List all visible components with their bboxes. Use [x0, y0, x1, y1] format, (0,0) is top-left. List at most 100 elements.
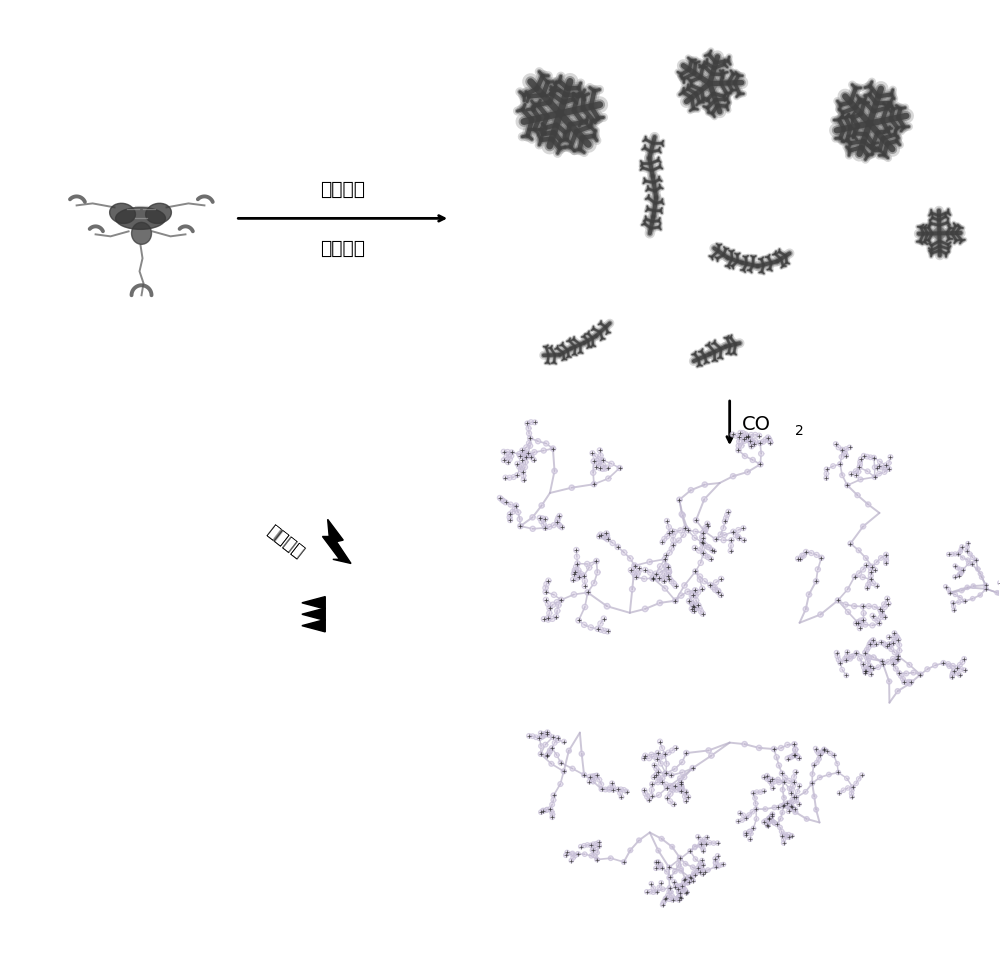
Circle shape	[610, 462, 613, 466]
Circle shape	[960, 546, 963, 549]
Circle shape	[850, 792, 853, 795]
Circle shape	[562, 770, 565, 773]
Circle shape	[766, 436, 770, 440]
Circle shape	[787, 836, 791, 839]
Circle shape	[859, 619, 862, 622]
Circle shape	[706, 556, 710, 559]
Circle shape	[566, 851, 569, 854]
Circle shape	[791, 806, 794, 809]
Circle shape	[648, 890, 652, 893]
Circle shape	[564, 854, 567, 857]
Circle shape	[543, 733, 546, 736]
Circle shape	[947, 588, 950, 591]
Circle shape	[792, 795, 795, 799]
Circle shape	[701, 541, 705, 545]
Circle shape	[644, 792, 647, 796]
Circle shape	[748, 830, 751, 833]
Circle shape	[979, 573, 982, 576]
Circle shape	[860, 774, 863, 777]
Circle shape	[663, 558, 667, 561]
Circle shape	[951, 601, 954, 604]
Circle shape	[592, 460, 595, 463]
Circle shape	[749, 832, 753, 835]
Circle shape	[543, 733, 547, 736]
Circle shape	[966, 586, 969, 589]
Circle shape	[677, 887, 680, 890]
Circle shape	[595, 851, 599, 854]
Circle shape	[689, 601, 693, 605]
Circle shape	[890, 648, 893, 651]
Circle shape	[857, 621, 860, 625]
Circle shape	[704, 544, 708, 548]
Circle shape	[667, 866, 671, 869]
Circle shape	[691, 603, 695, 607]
Circle shape	[678, 891, 681, 895]
Circle shape	[657, 776, 660, 780]
Circle shape	[955, 672, 959, 675]
Circle shape	[896, 636, 899, 639]
Circle shape	[634, 576, 638, 579]
Circle shape	[675, 788, 678, 792]
Circle shape	[650, 753, 653, 757]
Circle shape	[700, 536, 704, 539]
Circle shape	[882, 603, 886, 606]
Circle shape	[609, 857, 612, 860]
Circle shape	[594, 455, 597, 458]
Circle shape	[891, 658, 895, 660]
Circle shape	[737, 445, 740, 448]
Circle shape	[559, 598, 563, 602]
Circle shape	[684, 888, 687, 892]
Circle shape	[804, 790, 807, 794]
Circle shape	[888, 642, 891, 646]
Circle shape	[742, 538, 745, 542]
Circle shape	[748, 437, 752, 441]
Circle shape	[850, 795, 853, 799]
Circle shape	[773, 821, 776, 824]
Circle shape	[647, 757, 651, 760]
Circle shape	[967, 562, 970, 565]
Circle shape	[703, 870, 706, 873]
Circle shape	[597, 457, 601, 461]
Circle shape	[707, 749, 710, 753]
Circle shape	[684, 862, 687, 865]
Circle shape	[685, 877, 688, 881]
Circle shape	[619, 788, 623, 791]
Circle shape	[787, 833, 790, 836]
Circle shape	[951, 672, 955, 675]
Circle shape	[910, 680, 913, 684]
Circle shape	[692, 880, 695, 882]
Circle shape	[690, 877, 693, 880]
Circle shape	[557, 523, 560, 526]
Circle shape	[514, 504, 518, 508]
Circle shape	[869, 673, 872, 677]
Circle shape	[825, 473, 828, 476]
Circle shape	[680, 787, 683, 790]
Circle shape	[868, 581, 872, 584]
Circle shape	[984, 584, 987, 587]
Circle shape	[867, 646, 870, 649]
Circle shape	[701, 532, 705, 535]
Circle shape	[574, 565, 578, 569]
Circle shape	[598, 779, 601, 781]
Circle shape	[599, 533, 602, 537]
Circle shape	[524, 461, 527, 464]
Circle shape	[665, 762, 668, 766]
Circle shape	[670, 530, 674, 533]
Circle shape	[880, 466, 883, 470]
Circle shape	[863, 651, 867, 655]
Circle shape	[743, 455, 747, 458]
Circle shape	[536, 440, 540, 443]
Circle shape	[957, 553, 960, 556]
Circle shape	[694, 858, 697, 861]
Circle shape	[746, 471, 749, 475]
Circle shape	[658, 601, 662, 605]
Circle shape	[603, 467, 607, 471]
Circle shape	[678, 777, 682, 781]
Circle shape	[567, 749, 570, 753]
Circle shape	[608, 788, 611, 792]
Circle shape	[551, 816, 554, 819]
Circle shape	[698, 869, 701, 872]
Circle shape	[786, 743, 789, 747]
Polygon shape	[302, 619, 325, 632]
Circle shape	[557, 603, 560, 607]
